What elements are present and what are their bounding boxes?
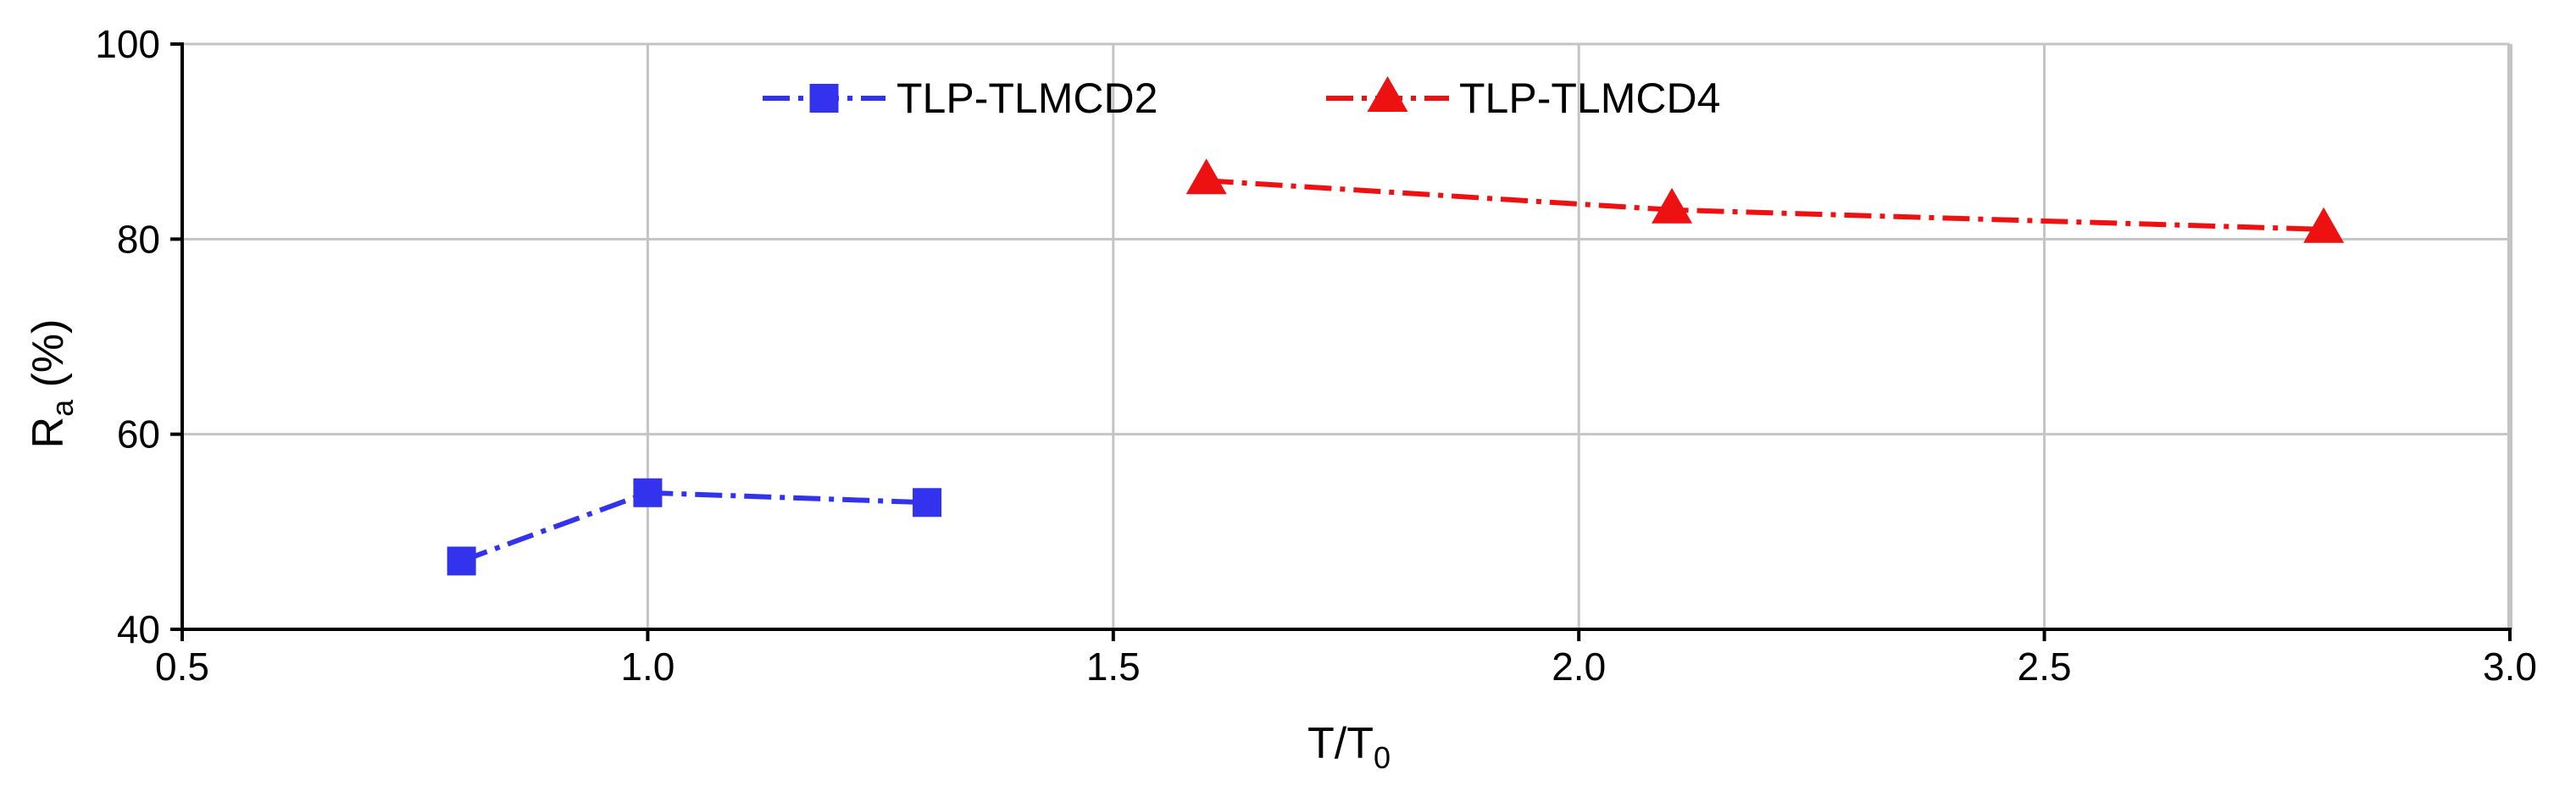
legend-item-tlp-tlmcd4: TLP-TLMCD4 [1326,75,1720,122]
data-point-tlp-tlmcd2 [913,488,942,518]
y-axis-title-unit: (%) [24,319,73,400]
legend: TLP-TLMCD2 TLP-TLMCD4 [763,75,1720,122]
x-tick-label: 3.0 [2483,645,2537,689]
series-tlp-tlmcd4 [1185,158,2345,243]
series-tlp-tlmcd2 [447,478,942,576]
data-point-tlp-tlmcd4 [1185,158,1227,195]
x-tick-label: 0.5 [155,645,209,689]
data-point-tlp-tlmcd4 [1652,187,1693,224]
x-axis-title-subscript: 0 [1374,740,1391,775]
series-layer [447,158,2345,576]
x-tick-label: 1.5 [1086,645,1141,689]
x-tick-label: 2.5 [2018,645,2072,689]
y-axis-title: Ra (%) [24,319,80,449]
y-tick-label: 40 [117,607,160,651]
y-axis-title-main: R [24,417,73,449]
y-tick-label: 100 [95,22,160,66]
x-tick-label: 1.0 [620,645,675,689]
x-axis-title: T/T0 [1307,719,1391,775]
y-tick-label: 80 [117,217,160,261]
plot-frame [180,42,2512,631]
data-point-tlp-tlmcd2 [633,478,663,507]
legend-label-tlp-tlmcd2: TLP-TLMCD2 [897,75,1158,122]
legend-marker-tlp-tlmcd4 [1367,75,1408,112]
y-axis-title-subscript: a [45,399,80,417]
data-point-tlp-tlmcd4 [2303,207,2345,243]
legend-item-tlp-tlmcd2: TLP-TLMCD2 [763,75,1158,122]
x-tick-label: 2.0 [1552,645,1606,689]
legend-marker-tlp-tlmcd2 [809,84,839,113]
axis-ticks: 0.5 1.0 1.5 2.0 2.5 3.0 40 60 80 100 [95,22,2537,689]
y-tick-label: 60 [117,412,160,457]
data-point-tlp-tlmcd2 [447,546,476,576]
legend-label-tlp-tlmcd4: TLP-TLMCD4 [1459,75,1720,122]
x-axis-title-main: T/T [1307,719,1374,768]
grid-lines [182,44,2510,629]
